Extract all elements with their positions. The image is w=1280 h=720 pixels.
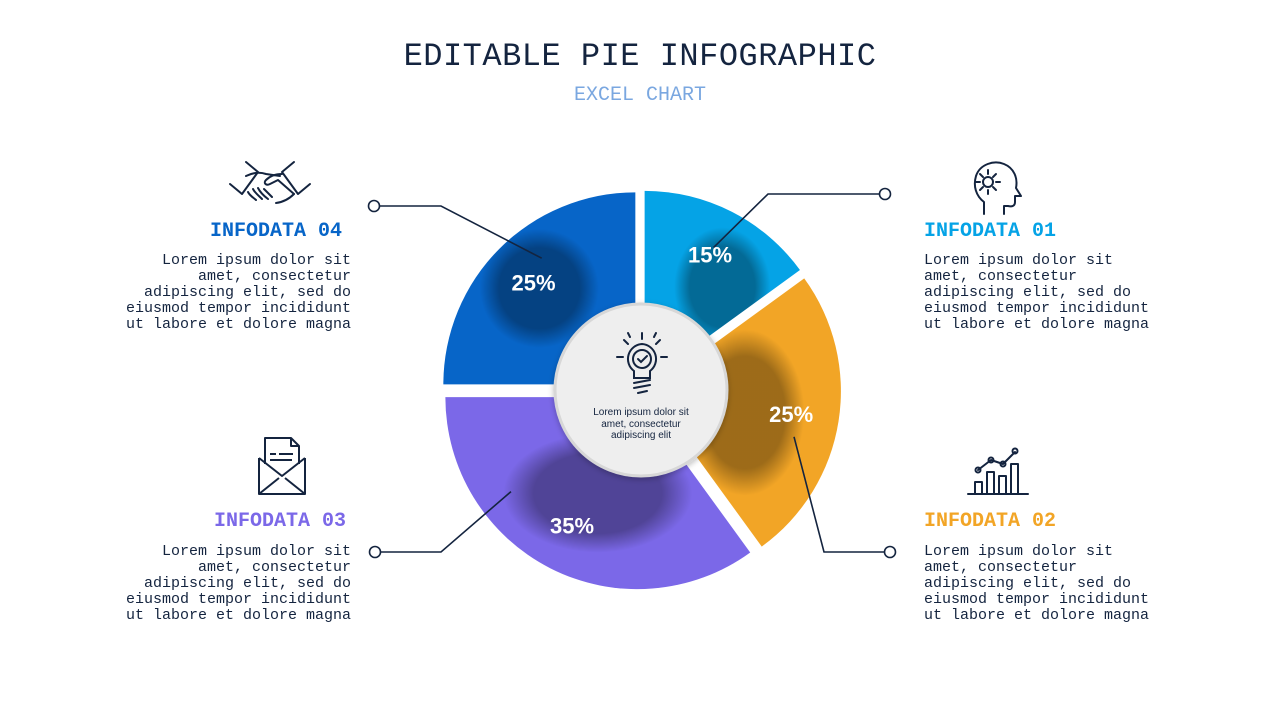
pie-slice-label: 35%: [550, 513, 594, 538]
leader-end-dot: [368, 545, 382, 559]
pie-slice-label: 15%: [688, 243, 732, 268]
infodata-04-text: Lorem ipsum dolor sit amet, consectetur …: [125, 252, 351, 333]
pie-slice-label: 25%: [769, 402, 813, 427]
lightbulb-check-icon: [616, 332, 668, 394]
infodata-03-text: Lorem ipsum dolor sit amet, consectetur …: [125, 543, 351, 624]
envelope-letter-icon: [258, 437, 306, 495]
infodata-04-heading: INFODATA 04: [209, 220, 342, 243]
leader-line: [793, 436, 890, 553]
leader-line: [375, 490, 512, 553]
leader-end-dot: [367, 199, 381, 213]
infodata-01-heading: INFODATA 01: [924, 220, 1057, 243]
pie-slice-label: 25%: [511, 271, 555, 296]
center-text: Lorem ipsum dolor sit amet, consectetur …: [593, 407, 689, 441]
leader-end-dot: [878, 187, 892, 201]
head-gear-icon: [973, 161, 1022, 215]
infodata-03-heading: INFODATA 03: [213, 510, 346, 533]
center-circle: [553, 302, 729, 478]
page-subtitle: EXCEL CHART: [573, 84, 707, 107]
leader-line: [713, 193, 885, 249]
infodata-02-heading: INFODATA 02: [924, 510, 1057, 533]
handshake-icon: [229, 161, 311, 204]
bar-chart-icon: [967, 447, 1029, 495]
infodata-02-text: Lorem ipsum dolor sit amet, consectetur …: [924, 543, 1150, 624]
page-title: EDITABLE PIE INFOGRAPHIC: [403, 38, 877, 75]
infodata-01-text: Lorem ipsum dolor sit amet, consectetur …: [924, 252, 1150, 333]
leader-line: [374, 205, 543, 259]
leader-end-dot: [883, 545, 897, 559]
